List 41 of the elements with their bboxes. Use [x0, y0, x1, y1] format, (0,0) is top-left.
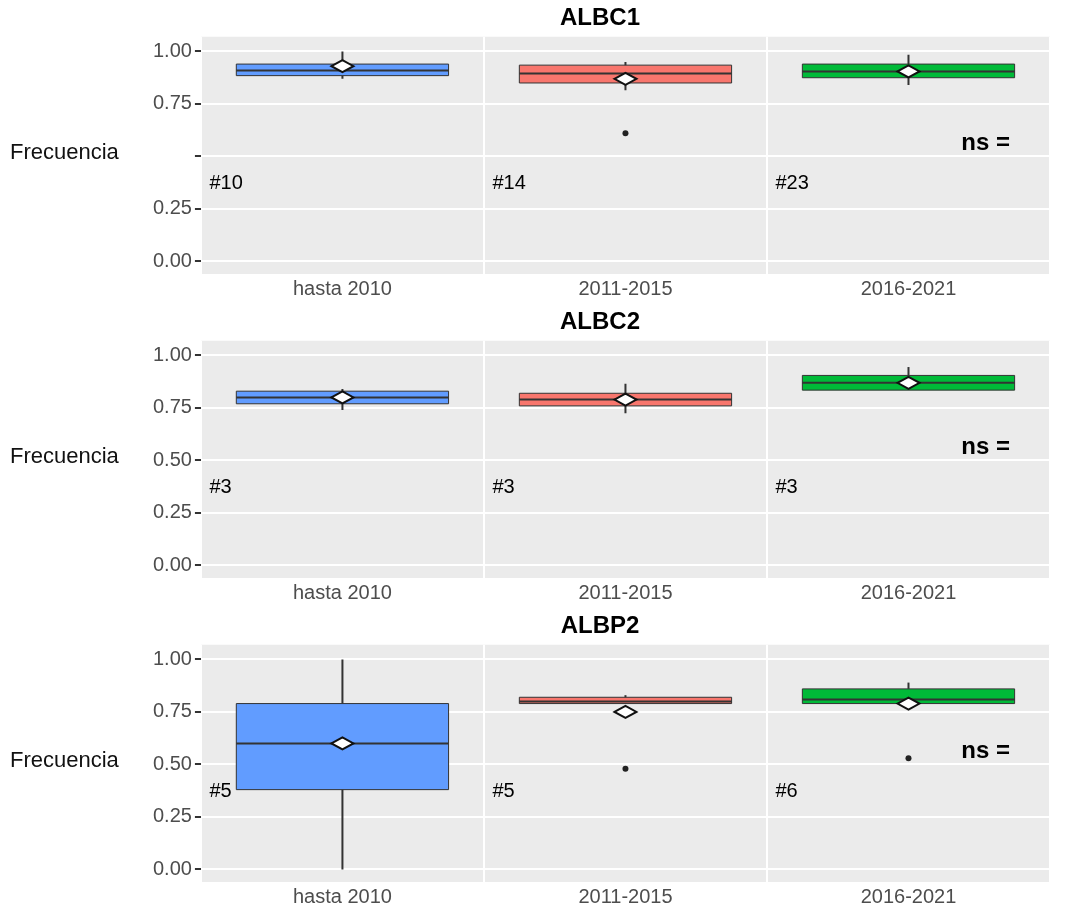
x-tick-label: 2011-2015	[578, 580, 673, 603]
y-tick-label: 0.00	[152, 552, 192, 575]
y-axis-title: Frecuencia	[9, 139, 120, 165]
annotation: #10	[209, 171, 243, 194]
annotation: #5	[209, 779, 232, 802]
y-tick-label: 0.25	[152, 500, 192, 523]
y-axis-title: Frecuencia	[9, 443, 120, 469]
y-tick-label: 0.00	[152, 856, 192, 879]
annotation: #5	[492, 779, 515, 802]
x-tick-label: hasta 2010	[292, 580, 392, 603]
y-tick-label: 0.75	[152, 91, 192, 114]
annotation: #3	[209, 475, 232, 498]
y-tick-label: 0.75	[152, 395, 192, 418]
y-tick-label: 1.00	[152, 39, 192, 62]
chart-title: ALBC2	[559, 307, 641, 335]
annotation: #3	[775, 475, 798, 498]
y-tick-label: 0.25	[152, 196, 192, 219]
annotation: #6	[775, 779, 798, 802]
y-tick-label: 1.00	[152, 343, 192, 366]
x-tick-label: 2016-2021	[860, 276, 957, 299]
x-tick-label: hasta 2010	[292, 276, 392, 299]
y-tick-label: 0.50	[152, 751, 192, 774]
annotation: ns =	[961, 736, 1010, 764]
x-tick-label: 2016-2021	[860, 580, 957, 603]
y-axis-title: Frecuencia	[9, 747, 120, 773]
y-tick-label: 0.25	[152, 804, 192, 827]
annotation: #23	[775, 171, 809, 194]
y-tick-label: 0.75	[152, 699, 192, 722]
y-tick-label: 1.00	[152, 647, 192, 670]
annotation: #14	[492, 171, 526, 194]
x-tick-label: 2011-2015	[578, 276, 673, 299]
x-tick-label: 2016-2021	[860, 884, 957, 907]
chart-title: ALBP2	[560, 611, 640, 639]
annotation: #3	[492, 475, 515, 498]
y-tick-label: 0.00	[152, 248, 192, 271]
annotation: ns =	[961, 128, 1010, 156]
x-tick-label: hasta 2010	[292, 884, 392, 907]
x-tick-label: 2011-2015	[578, 884, 673, 907]
chart-title: ALBC1	[559, 3, 641, 31]
y-tick-label: 0.50	[152, 447, 192, 470]
annotation: ns =	[961, 432, 1010, 460]
